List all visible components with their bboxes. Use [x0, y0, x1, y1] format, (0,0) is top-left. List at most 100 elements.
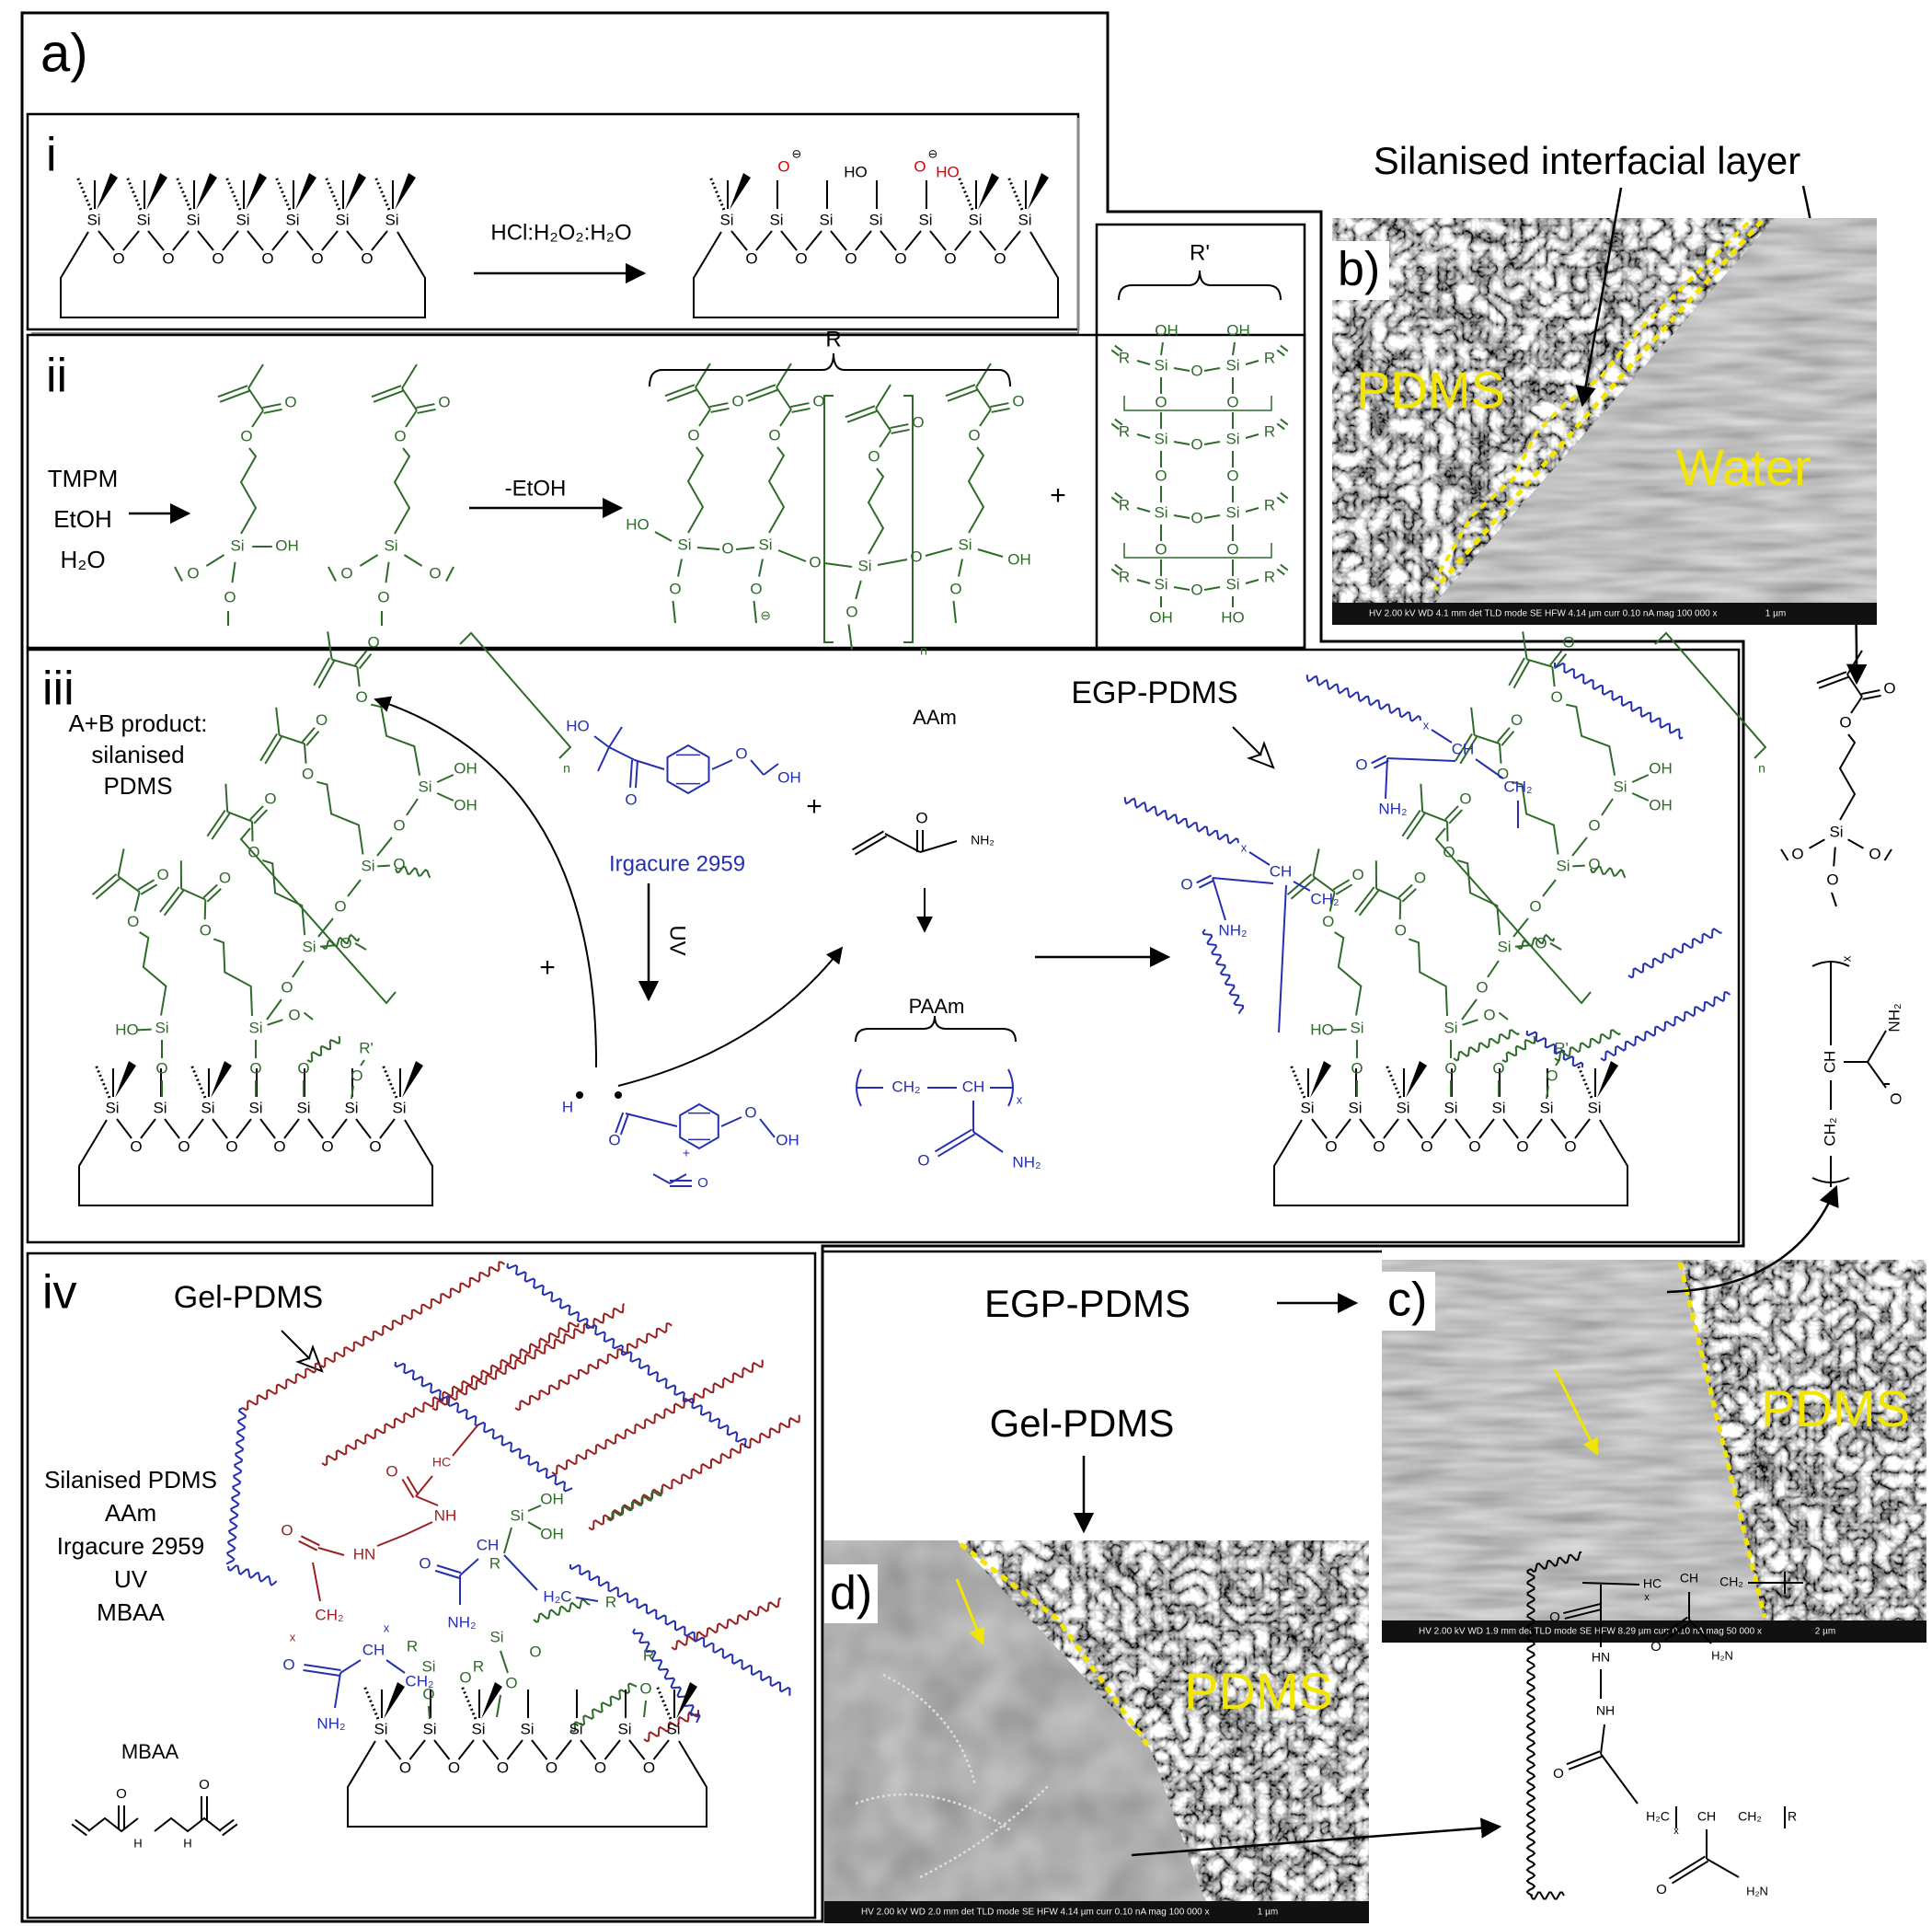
atom-label: Si [868, 211, 882, 228]
bond [371, 385, 402, 398]
sem-info: HV 2.00 kV WD 4.1 mm det TLD mode SE HFW… [1369, 609, 1718, 619]
atom-label: x [1673, 1826, 1679, 1837]
atom-label: Si [230, 536, 244, 554]
bond [385, 561, 390, 583]
bond [328, 566, 337, 582]
bond [371, 230, 388, 251]
bond [222, 230, 239, 251]
bond [259, 732, 278, 762]
atom-label: O [744, 1103, 756, 1121]
bond [1780, 848, 1789, 861]
bond [958, 559, 963, 577]
panel-label: d) [830, 1567, 872, 1620]
atom-label: H [562, 1098, 573, 1115]
polymer-chain [533, 1597, 591, 1623]
bond [1664, 1620, 1692, 1642]
bond [847, 624, 853, 651]
atom-label: Si [489, 1628, 503, 1645]
atom-label: O [377, 588, 389, 605]
bond [1470, 707, 1476, 736]
bond [188, 1118, 204, 1139]
bond [677, 559, 683, 577]
gel-crack [855, 1673, 1050, 1879]
atom-label: O [1373, 1137, 1385, 1155]
bond [239, 447, 258, 535]
atom-label: H [133, 1836, 142, 1850]
atom-label: CH [1270, 862, 1293, 880]
atom-label: Si [918, 211, 932, 228]
atom-label: ⊖ [928, 146, 938, 160]
atom-label: OH [1007, 550, 1031, 568]
bond [975, 386, 992, 410]
wedge-bond [1406, 1061, 1427, 1098]
atom-label: O [393, 855, 405, 872]
bond [125, 176, 143, 211]
atom-label: O [316, 711, 328, 729]
bond [251, 409, 264, 428]
label: + [806, 791, 822, 822]
atom-label: OH [454, 796, 477, 813]
bond [213, 938, 253, 1017]
atom-label: O [1529, 897, 1541, 915]
bond [1248, 851, 1271, 866]
atom-label: O [731, 392, 743, 409]
bond [527, 1505, 542, 1512]
bond [379, 1118, 396, 1139]
atom-label: O [1563, 634, 1575, 652]
bond [247, 230, 264, 251]
bond [1455, 732, 1473, 762]
polymer-chain [394, 1361, 573, 1493]
polymer-chain [671, 1597, 782, 1651]
label: TMPM [48, 465, 119, 492]
bond [139, 931, 167, 1016]
ring [676, 754, 700, 785]
bond [334, 1672, 341, 1709]
bond [1487, 960, 1500, 978]
bond [972, 1131, 1004, 1153]
bond [1816, 671, 1847, 685]
atom-label: n [563, 761, 570, 776]
bond [500, 1650, 509, 1674]
bond [292, 960, 305, 978]
bond [300, 1535, 320, 1547]
atom-label: Si [1225, 356, 1239, 374]
atom-label: Si [201, 1099, 214, 1116]
atom-label: O [643, 1759, 655, 1776]
bond [373, 389, 404, 403]
wedge-bond [1597, 1061, 1618, 1098]
bond [1408, 938, 1448, 1017]
atom-label: O [1226, 540, 1238, 558]
bond [1568, 1755, 1603, 1770]
bond [374, 176, 391, 211]
atom-label: R [489, 1554, 500, 1572]
bond [346, 230, 363, 251]
sem-info-bar [824, 1901, 1369, 1923]
bond [78, 1119, 433, 1206]
bond [376, 836, 393, 857]
bond [307, 1118, 324, 1139]
label: + [1050, 480, 1066, 511]
bond [779, 409, 792, 427]
bond [1455, 1118, 1471, 1139]
bond [1600, 1724, 1605, 1755]
polymer-chain [1202, 928, 1245, 1015]
bond [1564, 1608, 1602, 1620]
bond [355, 1118, 372, 1139]
bond [1173, 367, 1190, 372]
bond [1475, 758, 1504, 779]
atom-label: Si [719, 211, 733, 228]
bond [133, 892, 141, 912]
atom-label: Si [520, 1720, 534, 1737]
bond [415, 1495, 439, 1506]
bond [855, 230, 872, 251]
bond [1280, 418, 1289, 426]
bond [615, 1112, 625, 1134]
atom-label: Si [374, 1720, 387, 1737]
atom-label: Si [769, 211, 783, 228]
atom-label: O [399, 1759, 411, 1776]
atom-label: O [1355, 755, 1367, 773]
atom-label: Si [666, 1720, 680, 1737]
atom-label: NH [434, 1506, 457, 1524]
bond [1406, 813, 1426, 840]
